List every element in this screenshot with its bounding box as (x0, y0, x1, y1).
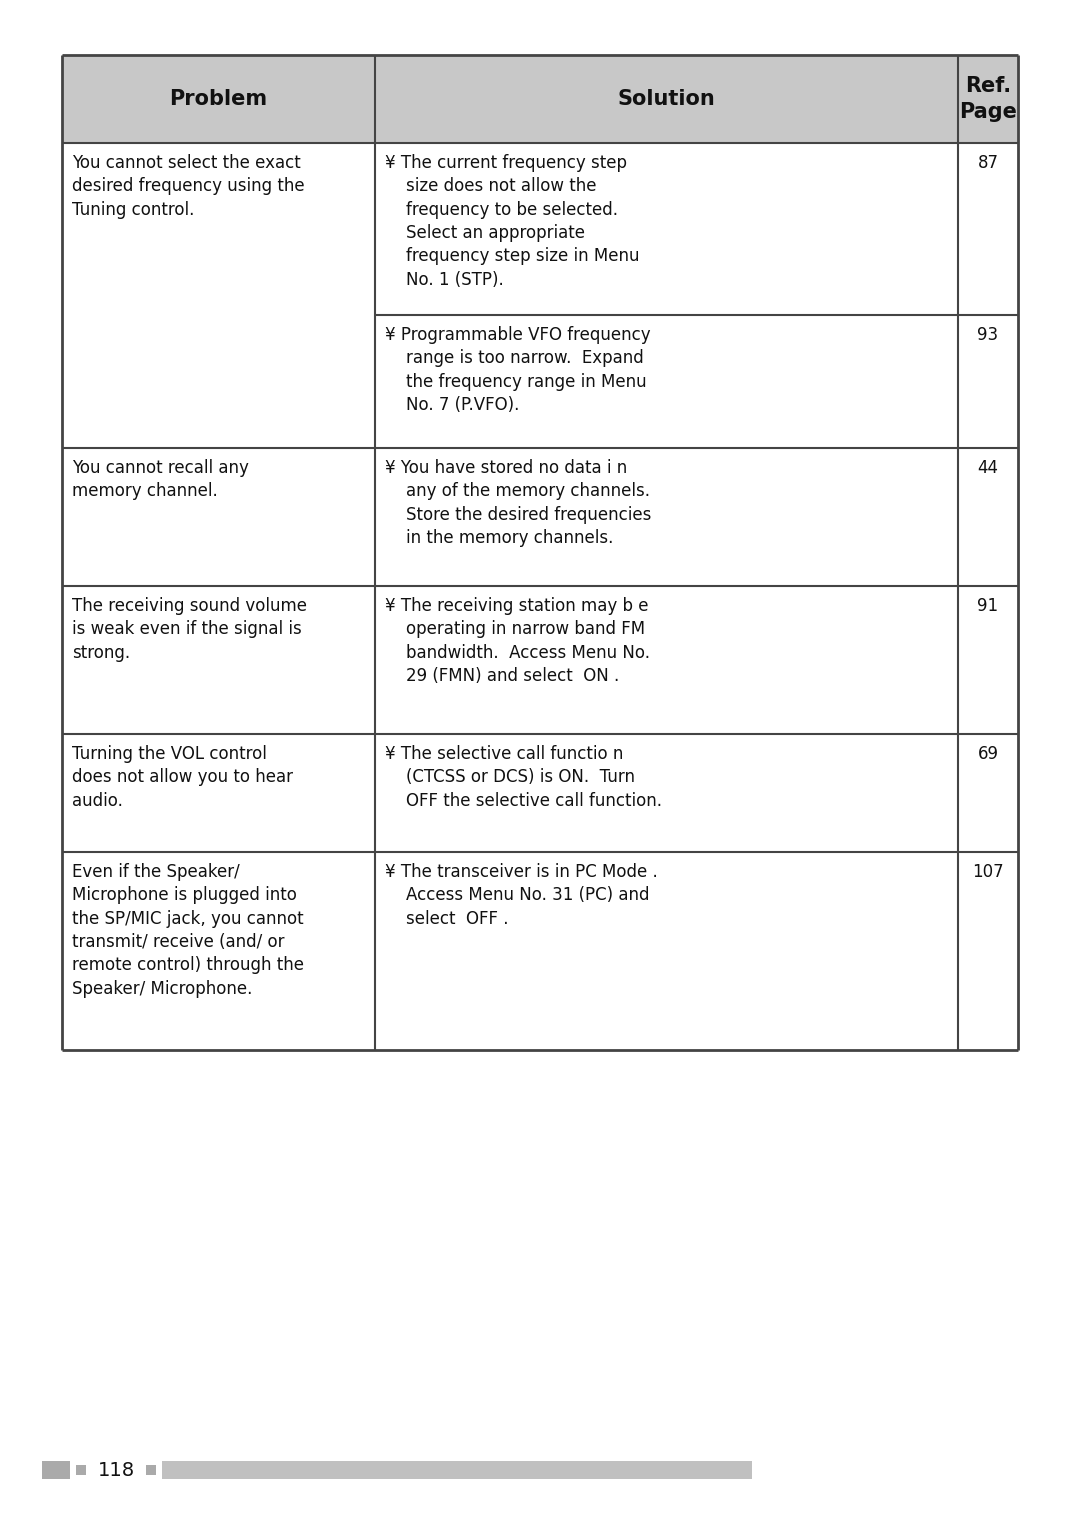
Bar (62, 586, 1018, 734)
Text: 87: 87 (977, 154, 999, 172)
Text: ¥ The transceiver is in PC Mode .
    Access Menu No. 31 (PC) and
    select  OF: ¥ The transceiver is in PC Mode . Access… (384, 864, 658, 928)
Bar (62, 734, 1018, 851)
Bar (76, 1465, 86, 1476)
Text: ¥ Programmable VFO frequency
    range is too narrow.  Expand
    the frequency : ¥ Programmable VFO frequency range is to… (384, 326, 650, 414)
Text: 44: 44 (977, 458, 999, 477)
Text: You cannot recall any
memory channel.: You cannot recall any memory channel. (72, 458, 248, 501)
Text: ¥ You have stored no data i n
    any of the memory channels.
    Store the desi: ¥ You have stored no data i n any of the… (384, 458, 651, 547)
Text: ¥ The selective call functio n
    (CTCSS or DCS) is ON.  Turn
    OFF the selec: ¥ The selective call functio n (CTCSS or… (384, 745, 662, 810)
Text: 118: 118 (98, 1461, 135, 1479)
Text: 69: 69 (977, 745, 999, 763)
Bar (162, 1461, 752, 1479)
Bar (62, 448, 1018, 586)
Text: 93: 93 (977, 326, 999, 344)
Text: 91: 91 (977, 597, 999, 615)
Text: ¥ The receiving station may b e
    operating in narrow band FM
    bandwidth.  : ¥ The receiving station may b e operatin… (384, 597, 650, 685)
Text: ¥ The current frequency step
    size does not allow the
    frequency to be sel: ¥ The current frequency step size does n… (384, 154, 639, 288)
Bar (42, 1461, 70, 1479)
Text: You cannot select the exact
desired frequency using the
Tuning control.: You cannot select the exact desired freq… (72, 154, 305, 219)
Text: Even if the Speaker/
Microphone is plugged into
the SP/MIC jack, you cannot
tran: Even if the Speaker/ Microphone is plugg… (72, 864, 303, 998)
Bar (62, 55, 1018, 143)
Bar (62, 143, 1018, 448)
Text: The receiving sound volume
is weak even if the signal is
strong.: The receiving sound volume is weak even … (72, 597, 307, 661)
Bar (146, 1465, 156, 1476)
Text: Solution: Solution (618, 88, 715, 110)
Text: Turning the VOL control
does not allow you to hear
audio.: Turning the VOL control does not allow y… (72, 745, 293, 810)
Text: Ref.
Page: Ref. Page (959, 76, 1017, 122)
Text: 107: 107 (972, 864, 1003, 880)
Text: Problem: Problem (170, 88, 268, 110)
Bar (62, 851, 1018, 1049)
